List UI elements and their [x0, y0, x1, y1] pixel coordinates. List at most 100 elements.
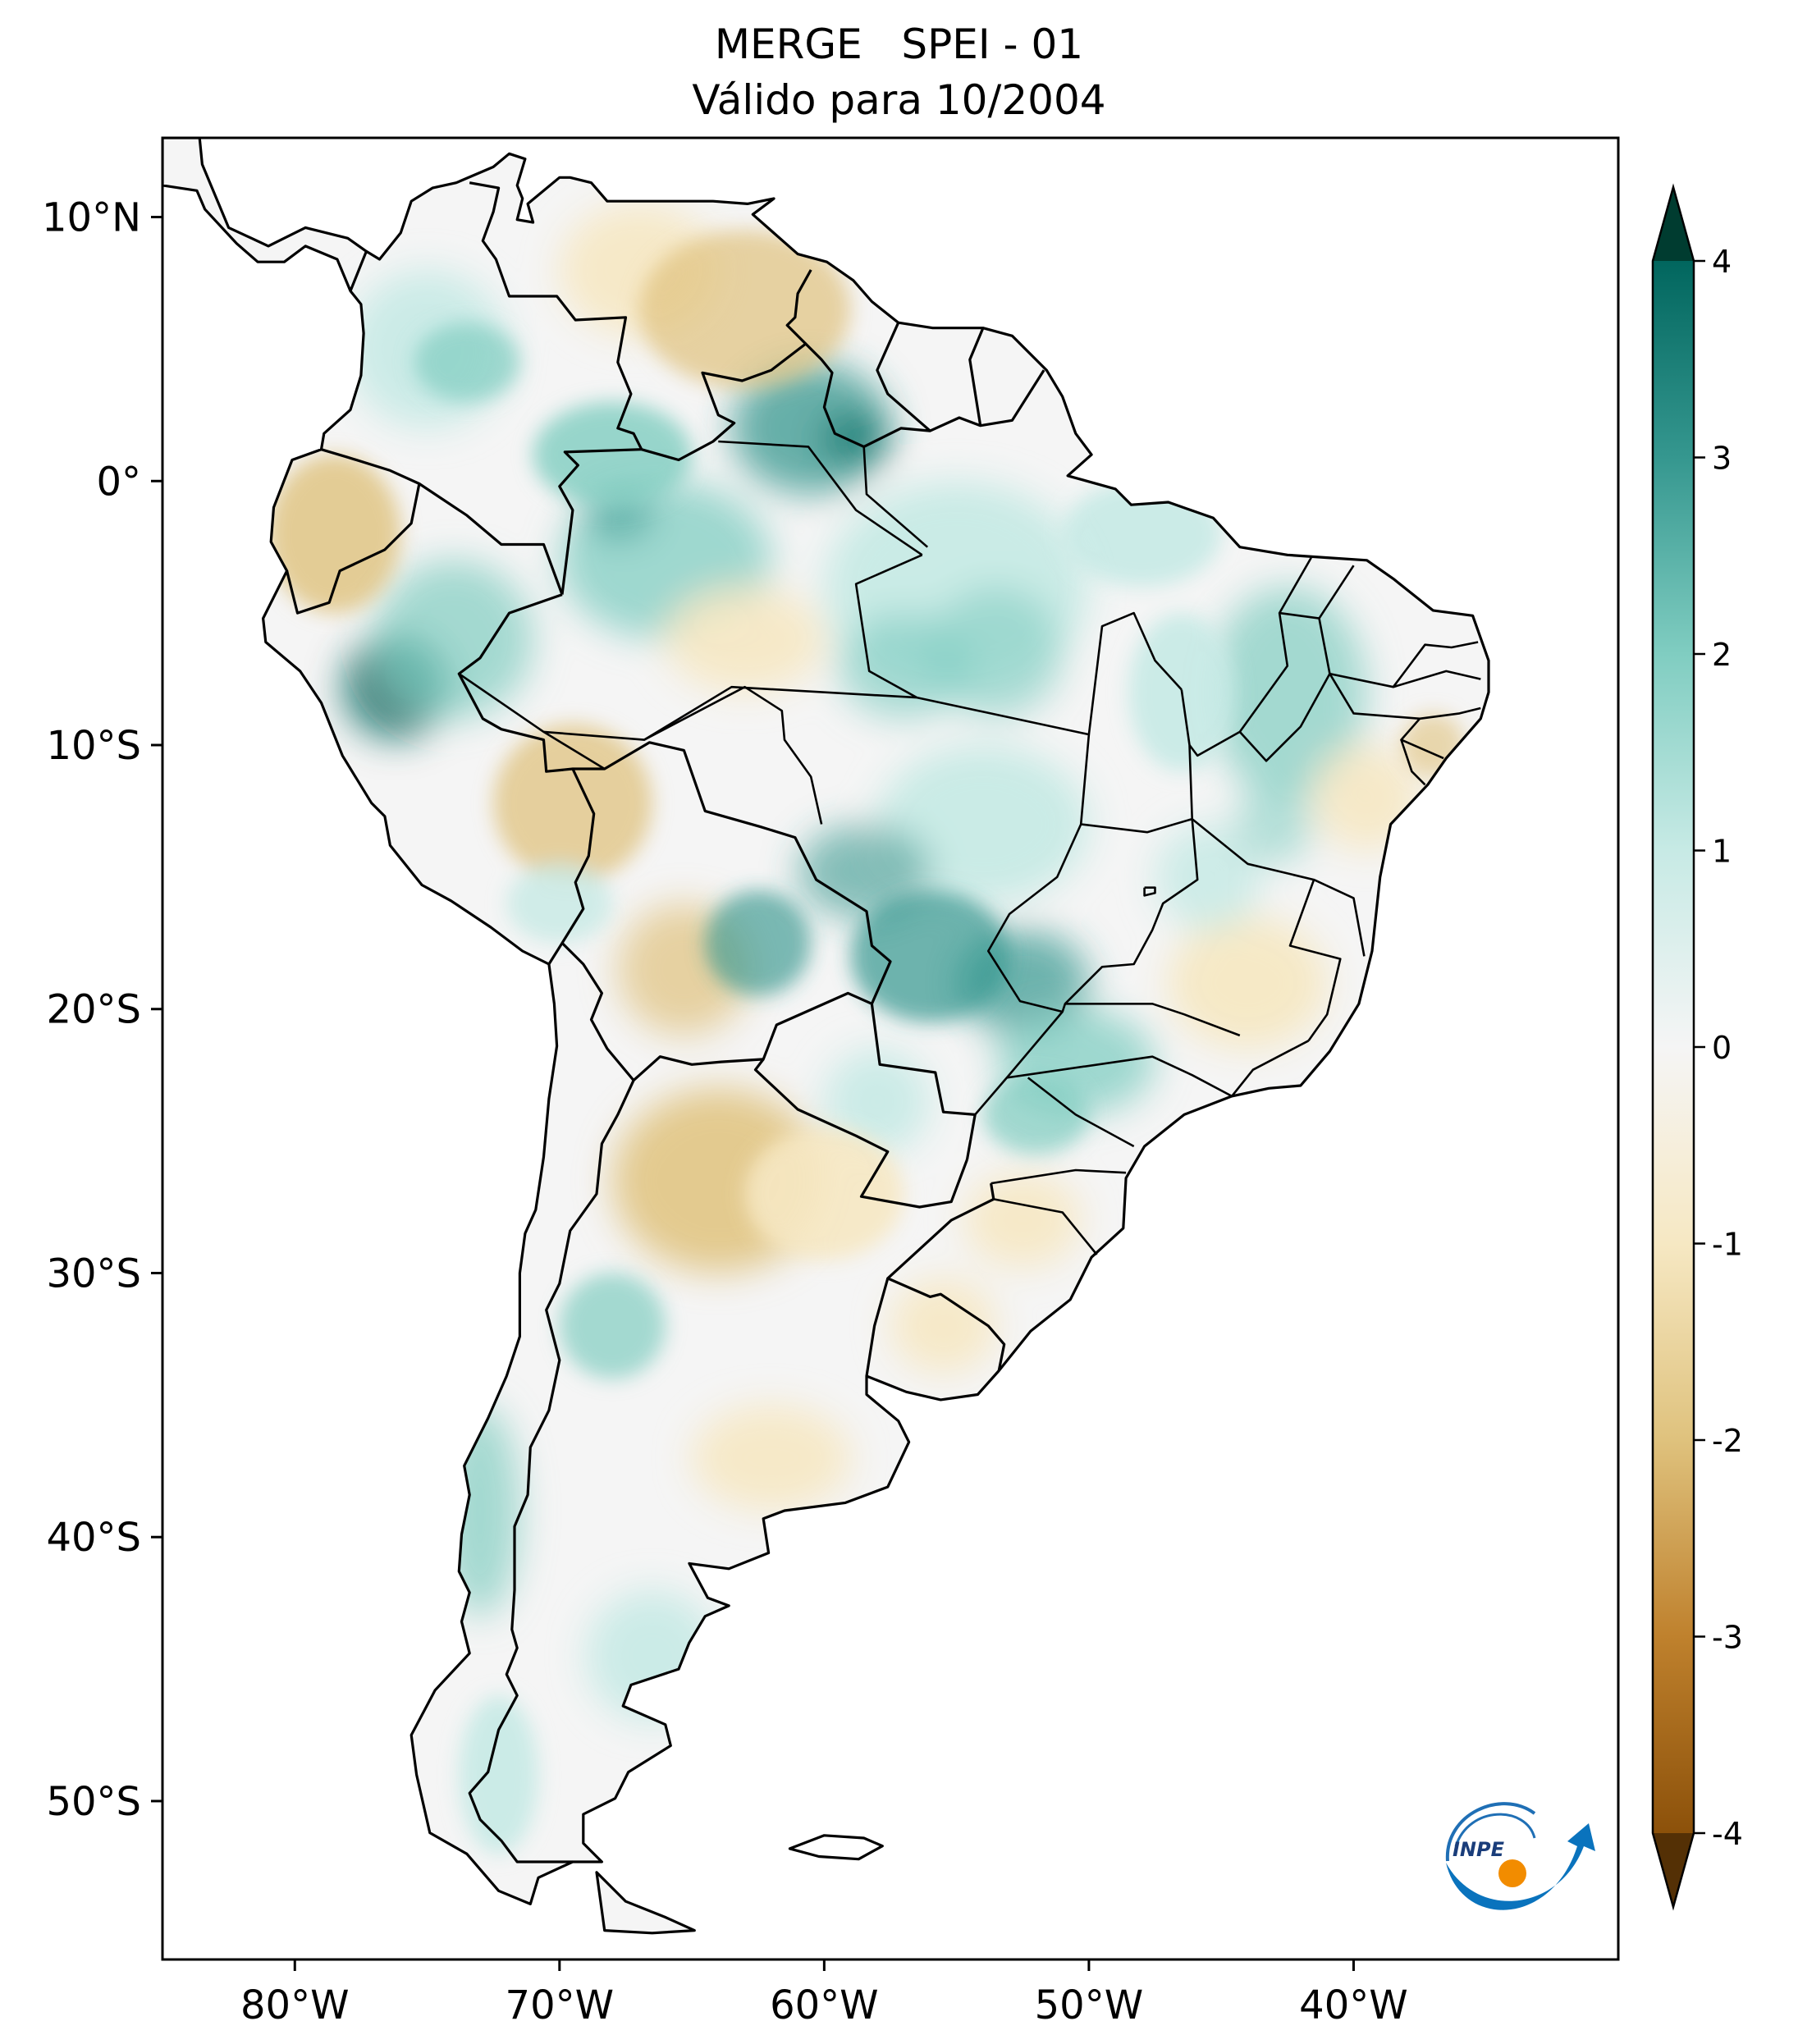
spei-anomaly-patch — [506, 863, 613, 944]
map-title: MERGE SPEI - 01 — [0, 20, 1798, 69]
state-border — [1087, 611, 1183, 735]
colorbar-tick-label: -1 — [1712, 1227, 1743, 1263]
state-border — [1143, 886, 1156, 897]
state-border — [1288, 879, 1342, 1042]
colorbar-max-arrow — [1653, 187, 1694, 261]
lat-tick-label: 10°S — [46, 723, 141, 769]
state-border — [862, 446, 929, 548]
lat-tick-label: 40°S — [46, 1515, 141, 1561]
lat-tick-label: 0° — [96, 459, 141, 505]
lon-tick-label: 60°W — [770, 1982, 879, 2028]
spei-anomaly-patch — [533, 401, 693, 508]
lon-tick-label: 70°W — [506, 1982, 615, 2028]
country-border — [419, 482, 564, 596]
map-area — [162, 138, 1490, 1935]
falkland-islands — [788, 1834, 884, 1861]
country-border — [469, 181, 643, 450]
colorbar-tick-label: 0 — [1712, 1030, 1732, 1066]
logo-orbit — [1454, 1813, 1536, 1847]
spei-anomaly-patch — [1155, 824, 1261, 931]
lon-tick-label: 40°W — [1299, 1982, 1408, 2028]
logo-sun — [1498, 1859, 1526, 1887]
state-border — [991, 1168, 1127, 1185]
country-border — [968, 327, 985, 426]
spei-anomaly-patch — [744, 1127, 904, 1260]
state-border — [1027, 1077, 1135, 1148]
country-border — [457, 593, 596, 965]
spei-anomaly-patch — [1208, 586, 1367, 798]
spei-anomaly-patch — [692, 1405, 851, 1511]
colorbar-tick-label: 1 — [1712, 834, 1732, 870]
spei-anomaly-patch — [824, 1049, 931, 1155]
state-border — [1393, 670, 1481, 688]
brazil-state-borders — [458, 440, 1481, 1255]
state-border — [1318, 565, 1355, 620]
colorbar-tick-label: 2 — [1712, 637, 1732, 673]
logo-swirl — [1445, 1802, 1536, 1862]
logo-arc — [1446, 1823, 1595, 1910]
state-border — [993, 1198, 1098, 1255]
colorbar-ticks: 4 3 2 1 0 -1 -2 -3 -4 — [1694, 244, 1743, 1852]
colorbar-min-arrow — [1653, 1833, 1694, 1907]
spei-anomaly-patch — [798, 824, 931, 920]
state-border — [1006, 1055, 1233, 1098]
spei-anomaly-patch — [705, 889, 812, 996]
state-border — [1400, 739, 1426, 786]
state-border — [718, 440, 923, 556]
country-border — [641, 342, 1045, 462]
colorbar-tick-label: 4 — [1712, 244, 1732, 280]
longitude-axis: 80°W 70°W 60°W 50°W 40°W — [240, 1959, 1408, 2028]
colorbar-tick-label: -2 — [1712, 1423, 1743, 1459]
lat-tick-label: 50°S — [46, 1779, 141, 1825]
country-border — [785, 269, 812, 345]
country-borders — [286, 181, 1045, 1863]
spei-anomaly-patch — [964, 1173, 1082, 1269]
spei-anomaly-patch — [876, 745, 1089, 904]
country-border — [876, 322, 931, 432]
lat-tick-label: 10°N — [42, 195, 141, 241]
lat-tick-label: 30°S — [46, 1251, 141, 1296]
country-border — [560, 741, 892, 1082]
spei-anomaly-patch — [374, 560, 533, 719]
colorbar-gradient — [1653, 261, 1694, 1833]
spei-anomaly-patch — [268, 455, 401, 614]
country-border — [870, 1004, 977, 1160]
state-border — [1329, 641, 1479, 688]
map-subtitle: Válido para 10/2004 — [692, 76, 1106, 124]
state-border — [1188, 556, 1312, 757]
state-border — [1231, 1040, 1310, 1097]
country-border — [886, 1182, 1006, 1371]
colorbar-tick-label: -3 — [1712, 1620, 1743, 1656]
spei-anomaly-patch — [837, 613, 970, 719]
logo-text: INPE — [1453, 1838, 1505, 1861]
lon-tick-label: 50°W — [1035, 1982, 1144, 2028]
state-border — [974, 818, 1199, 1116]
coastline — [162, 138, 1490, 1935]
country-border — [468, 1079, 635, 1863]
spei-field — [268, 203, 1465, 1854]
spei-anomaly-patch — [821, 412, 890, 465]
state-border — [643, 554, 923, 741]
title-index: SPEI - 01 — [901, 21, 1084, 68]
state-border — [1238, 611, 1331, 762]
colorbar: 4 3 2 1 0 -1 -2 -3 -4 — [1651, 183, 1743, 1911]
country-border — [286, 448, 421, 615]
spei-anomaly-patch — [1234, 784, 1315, 864]
map-frame — [161, 136, 1620, 1961]
spei-anomaly-patch — [559, 1273, 666, 1379]
spei-anomaly-patch — [414, 322, 520, 402]
spei-anomaly-patch — [1168, 917, 1328, 1049]
spei-anomaly-patch — [665, 586, 825, 693]
spei-anomaly-patch — [850, 889, 1010, 1022]
spei-anomaly-patch — [459, 1695, 539, 1854]
latitude-axis: 10°N 0° 10°S 20°S 30°S 40°S 50°S — [42, 195, 162, 1825]
inpe-logo: INPE — [1445, 1802, 1595, 1910]
lon-tick-label: 80°W — [240, 1982, 350, 2028]
state-border — [917, 696, 1091, 1013]
country-border — [865, 1278, 890, 1377]
spei-anomaly-patch — [982, 1075, 1089, 1155]
lat-tick-label: 20°S — [46, 987, 141, 1033]
colorbar-tick-label: -4 — [1712, 1816, 1743, 1852]
spei-anomaly-patch — [493, 724, 652, 883]
country-border — [558, 448, 642, 595]
